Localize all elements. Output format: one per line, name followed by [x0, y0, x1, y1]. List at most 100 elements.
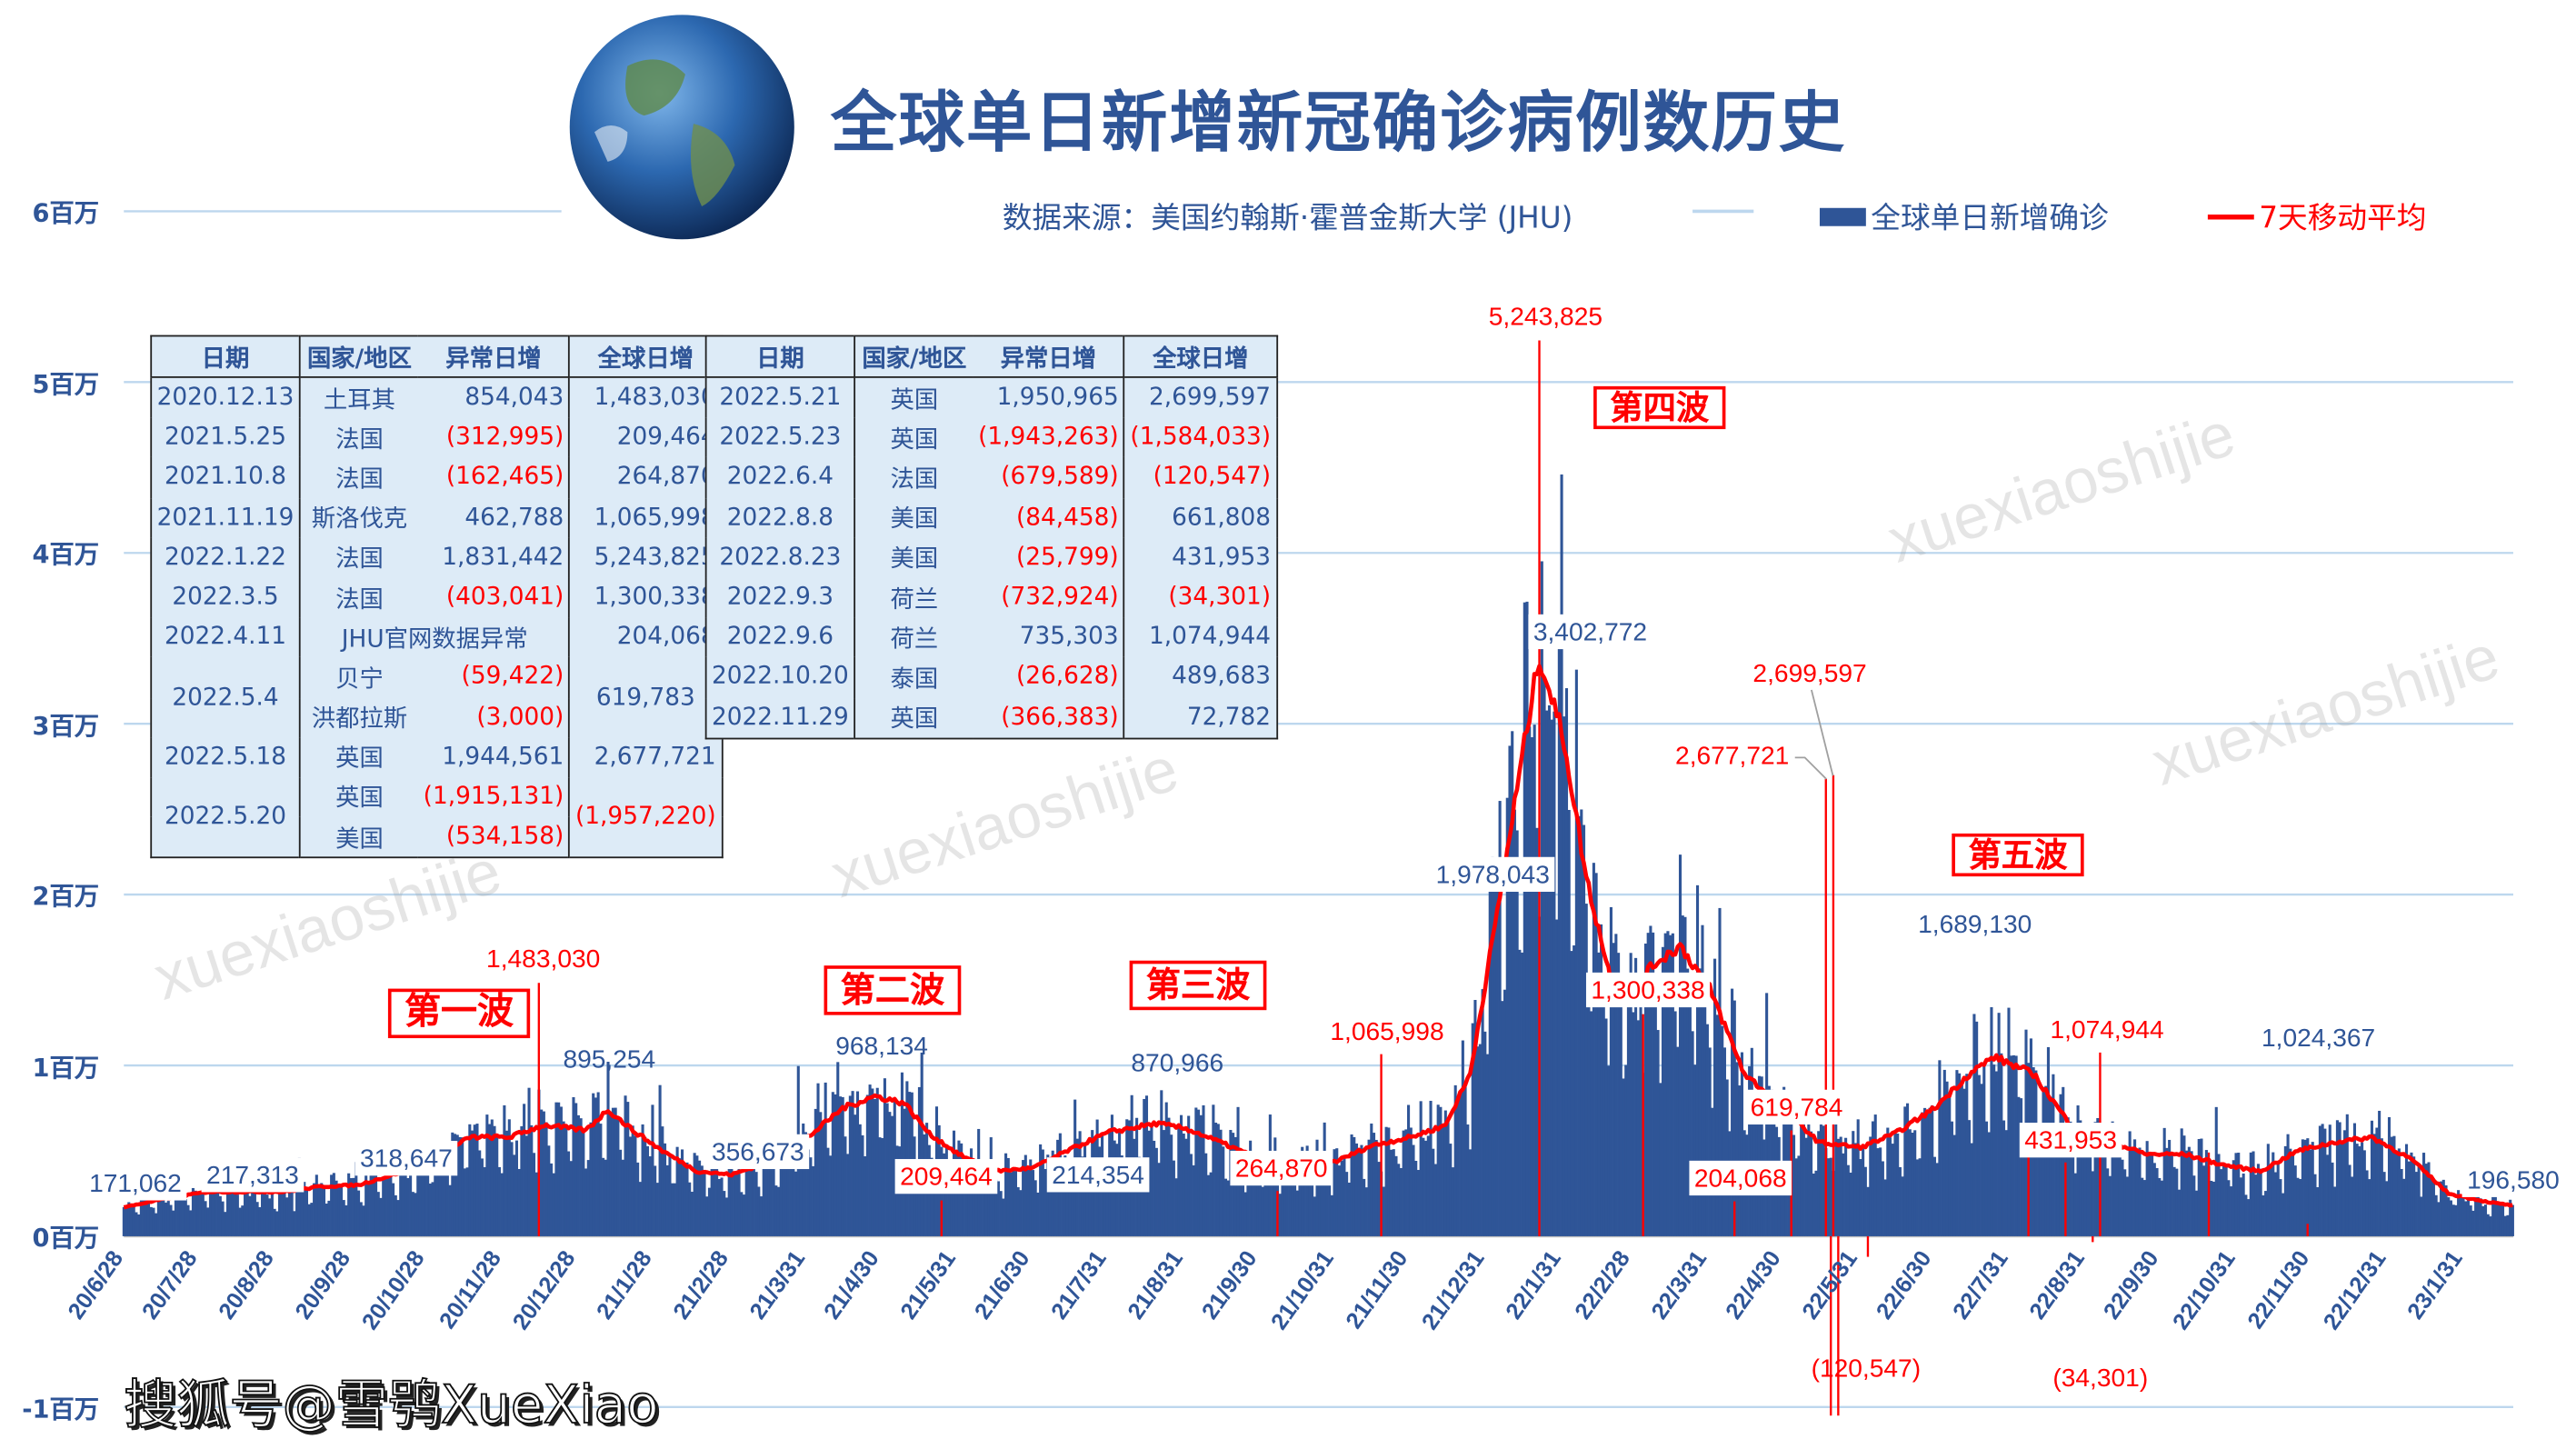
daily-bar: [1941, 1101, 1944, 1236]
daily-bar: [2072, 1154, 2075, 1236]
daily-bar: [1935, 1163, 1939, 1236]
data-label: 619,784: [1745, 1089, 1848, 1125]
daily-bar: [488, 1124, 492, 1236]
daily-bar: [698, 1160, 702, 1236]
daily-bar: [826, 1147, 830, 1236]
daily-bar: [315, 1174, 318, 1236]
daily-bar: [1491, 856, 1494, 1236]
daily-bar: [1863, 1166, 1867, 1236]
cell-date: 2022.5.21: [705, 376, 856, 418]
daily-bar: [848, 1095, 852, 1236]
daily-bar: [1881, 1161, 1884, 1236]
data-label: 1,483,030: [486, 944, 600, 973]
daily-bar: [1681, 915, 1684, 1236]
daily-bar: [1928, 1107, 1932, 1236]
daily-bar: [208, 1184, 213, 1236]
daily-bar: [127, 1202, 131, 1236]
daily-bar: [1233, 1136, 1237, 1236]
daily-bar: [2362, 1150, 2366, 1236]
daily-bar: [349, 1178, 353, 1236]
data-label: 968,134: [835, 1032, 928, 1060]
data-label-text: 214,354: [1052, 1161, 1144, 1189]
daily-bar: [468, 1124, 472, 1236]
daily-bar: [1686, 968, 1690, 1236]
daily-bar: [2313, 1174, 2317, 1236]
daily-bar: [2352, 1123, 2357, 1236]
daily-bar: [1564, 688, 1569, 1236]
daily-bar: [1036, 1192, 1040, 1236]
data-label-bg: [1431, 856, 1555, 893]
daily-bar: [2222, 1164, 2225, 1236]
daily-bar: [145, 1198, 148, 1236]
daily-bar: [293, 1211, 296, 1236]
data-label: 1,074,944: [2050, 1015, 2163, 1044]
daily-bar: [2375, 1127, 2379, 1236]
daily-bar: [1804, 1137, 1808, 1236]
daily-bar: [2239, 1177, 2242, 1236]
daily-bar: [129, 1207, 134, 1236]
daily-bar: [1370, 1123, 1373, 1236]
daily-bar: [174, 1195, 177, 1236]
daily-bar: [2111, 1121, 2114, 1236]
daily-bar: [1140, 1175, 1143, 1236]
daily-bar: [2138, 1147, 2142, 1236]
cell-date: 2022.5.18: [151, 737, 301, 777]
daily-bar: [2062, 1086, 2065, 1236]
cell-global: 2,677,721: [594, 744, 716, 771]
daily-bar: [1972, 1014, 1976, 1236]
daily-bar: [1883, 1179, 1887, 1236]
daily-bar: [2299, 1179, 2302, 1236]
daily-bar: [2210, 1180, 2213, 1236]
daily-bar: [248, 1195, 252, 1236]
x-tick-label: 21/2/28: [668, 1246, 734, 1324]
daily-bar: [1987, 1132, 1991, 1236]
daily-bar: [280, 1190, 284, 1236]
data-label-text: 2,677,721: [1675, 742, 1789, 770]
daily-bar: [396, 1200, 400, 1236]
daily-bar: [2158, 1177, 2162, 1236]
daily-bar: [2355, 1144, 2359, 1236]
daily-bar: [1649, 925, 1652, 1236]
daily-bar: [2177, 1189, 2182, 1236]
daily-bar: [382, 1176, 385, 1236]
table-row: 2022.6.4 法国 (679,589) (120,547): [705, 457, 1277, 498]
cell-abnormal: (312,995): [418, 417, 571, 458]
daily-bar: [265, 1194, 269, 1236]
daily-bar: [347, 1173, 351, 1236]
daily-bar: [1241, 1166, 1245, 1236]
x-tick-label: 21/12/31: [1417, 1246, 1490, 1334]
daily-bar: [824, 1082, 827, 1236]
daily-bar: [1325, 1173, 1329, 1236]
daily-bar: [2118, 1152, 2122, 1236]
daily-bar: [1202, 1104, 1205, 1236]
daily-bar: [376, 1192, 380, 1236]
daily-bar: [1901, 1176, 1904, 1236]
cell-abnormal: (1,943,263): [973, 417, 1125, 458]
daily-bar: [2454, 1204, 2458, 1236]
daily-bar: [1563, 716, 1566, 1236]
daily-bar: [1488, 882, 1492, 1236]
daily-bar: [2142, 1180, 2146, 1236]
daily-bar: [1614, 934, 1618, 1236]
daily-bar: [354, 1162, 358, 1236]
daily-bar: [1661, 946, 1665, 1236]
daily-bar: [283, 1193, 286, 1236]
daily-bar: [700, 1165, 704, 1236]
daily-bar: [812, 1165, 815, 1236]
x-tick-label: 20/8/28: [214, 1246, 279, 1324]
daily-bar: [2091, 1171, 2094, 1236]
cell-country: 法国: [335, 586, 384, 614]
table-row: 2020.12.13 土耳其 854,043 1,483,030: [151, 376, 722, 418]
daily-bar: [1433, 1164, 1438, 1236]
daily-bar: [1295, 1190, 1299, 1236]
daily-bar: [2501, 1203, 2505, 1236]
daily-bar: [374, 1154, 378, 1236]
cell-abnormal: (1,915,131): [418, 776, 571, 817]
daily-bar: [1844, 1137, 1848, 1236]
daily-bar: [1182, 1133, 1185, 1236]
daily-bar: [2447, 1197, 2451, 1236]
data-label-bg: [1689, 1160, 1792, 1196]
daily-bar: [710, 1159, 714, 1236]
daily-bar: [204, 1201, 207, 1236]
daily-bar: [1436, 1104, 1440, 1236]
